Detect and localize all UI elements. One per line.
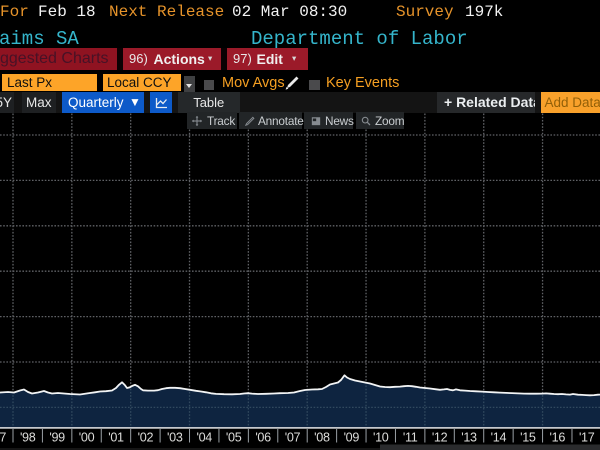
svg-text:'08: '08 — [314, 431, 330, 445]
svg-text:'06: '06 — [255, 431, 271, 445]
svg-text:'97: '97 — [0, 431, 6, 445]
svg-text:'98: '98 — [20, 431, 36, 445]
svg-text:'07: '07 — [285, 431, 301, 445]
svg-text:'16: '16 — [550, 431, 566, 445]
svg-text:'12: '12 — [432, 431, 448, 445]
svg-text:'13: '13 — [461, 431, 477, 445]
svg-text:'11: '11 — [403, 431, 418, 445]
svg-text:'99: '99 — [49, 431, 65, 445]
svg-text:'01: '01 — [108, 431, 124, 445]
svg-text:'03: '03 — [167, 431, 183, 445]
svg-text:'05: '05 — [226, 431, 242, 445]
svg-text:'15: '15 — [520, 431, 536, 445]
svg-text:'00: '00 — [79, 431, 95, 445]
svg-text:'04: '04 — [196, 431, 212, 445]
svg-text:'09: '09 — [344, 431, 360, 445]
svg-text:'02: '02 — [138, 431, 154, 445]
svg-text:'14: '14 — [491, 431, 507, 445]
svg-text:'10: '10 — [373, 431, 389, 445]
svg-text:'17: '17 — [579, 431, 595, 445]
